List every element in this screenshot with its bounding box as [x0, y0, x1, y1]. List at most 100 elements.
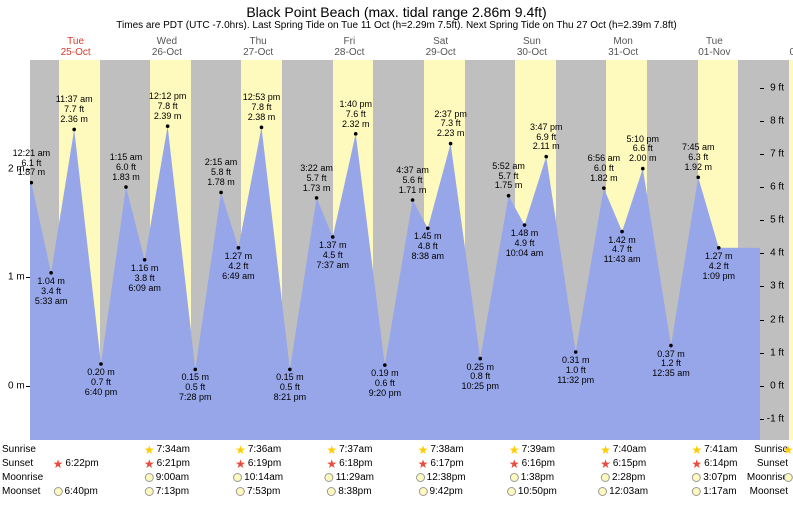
tide-extremum-label: 11:37 am7.7 ft2.36 m [56, 95, 93, 125]
moon-icon [601, 473, 610, 482]
row-label-left: Sunrise [2, 444, 36, 455]
moon-icon [418, 487, 427, 496]
tide-extremum-label: 3:22 am5.7 ft1.73 m [300, 164, 333, 194]
axis-m-label: 1 m [8, 272, 25, 283]
footer-cell: 2:28pm [601, 472, 645, 483]
footer-cell: 10:50pm [507, 486, 557, 497]
tide-extremum-label: 1.48 m4.9 ft10:04 am [506, 229, 544, 259]
axis-ft-label: 5 ft [770, 215, 784, 226]
footer-cell: ★7:42am [783, 444, 793, 455]
date-label: Sat29-Oct [426, 36, 456, 58]
footer-cell: 9:42pm [418, 486, 462, 497]
tide-extremum-label: 0.15 m0.5 ft7:28 pm [179, 373, 212, 403]
sun-icon: ★ [600, 459, 611, 469]
tide-extremum-label: 1:15 am6.0 ft1.83 m [110, 153, 143, 183]
tide-extremum-label: 3:47 pm6.9 ft2.11 m [530, 123, 563, 153]
sun-icon: ★ [235, 445, 246, 455]
tide-extremum-label: 1.45 m4.8 ft8:38 am [412, 232, 445, 262]
axis-ft-label: 0 ft [770, 380, 784, 391]
footer-time: 8:38pm [338, 486, 371, 497]
footer-time: 6:40pm [64, 486, 97, 497]
axis-ft-label: 1 ft [770, 347, 784, 358]
moon-icon [233, 473, 242, 482]
footer-row-sunset: SunsetSunset★6:22pm★6:21pm★6:19pm★6:18pm… [30, 458, 760, 472]
footer-cell: 1:17am [692, 486, 736, 497]
tide-extremum-label: 12:53 pm7.8 ft2.38 m [243, 93, 281, 123]
tide-extremum-label: 1.04 m3.4 ft5:33 am [35, 277, 68, 307]
footer-cell: 10:14am [233, 472, 283, 483]
axis-ft-label: 6 ft [770, 182, 784, 193]
sun-icon: ★ [509, 459, 520, 469]
axis-m-label: 0 m [8, 380, 25, 391]
tide-extremum-label: 0.31 m1.0 ft11:32 pm [557, 356, 594, 386]
footer-cell: ★7:36am [235, 444, 281, 455]
tide-extremum-label: 1.27 m4.2 ft6:49 am [222, 252, 255, 282]
footer-cell: 1:38pm [510, 472, 554, 483]
sun-icon: ★ [144, 459, 155, 469]
footer-cell: ★6:18pm [326, 458, 372, 469]
footer-row-moonrise: MoonriseMoonrise9:00am10:14am11:29am12:3… [30, 472, 760, 486]
footer-time: 7:41am [704, 444, 737, 455]
footer-time: 7:39am [522, 444, 555, 455]
tide-extremum-label: 5:10 pm6.6 ft2.00 m [627, 135, 660, 165]
row-label-left: Sunset [2, 458, 33, 469]
footer-cell: 7:13pm [145, 486, 189, 497]
footer-cell: ★7:37am [326, 444, 372, 455]
footer-cell: ★6:16pm [509, 458, 555, 469]
footer-cell: 11:29am [325, 472, 374, 483]
footer-cell: ★6:21pm [144, 458, 190, 469]
tide-extremum-label: 0.15 m0.5 ft8:21 pm [274, 373, 307, 403]
chart-title: Black Point Beach (max. tidal range 2.86… [0, 0, 793, 20]
tide-extremum-label: 1.37 m4.5 ft7:37 am [316, 241, 349, 271]
date-label: Fri28-Oct [334, 36, 364, 58]
footer-time: 10:14am [244, 472, 283, 483]
sun-icon: ★ [600, 445, 611, 455]
footer-time: 6:14pm [704, 458, 737, 469]
footer-time: 6:16pm [522, 458, 555, 469]
dates-row: Tue25-OctWed26-OctThu27-OctFri28-OctSat2… [30, 36, 760, 60]
footer-time: 9:00am [156, 472, 189, 483]
sun-icon: ★ [235, 459, 246, 469]
moon-icon [692, 473, 701, 482]
sun-icon: ★ [144, 445, 155, 455]
tide-extremum-label: 0.25 m0.8 ft10:25 pm [461, 363, 499, 393]
footer-cell: 9:00am [145, 472, 189, 483]
footer-time: 7:37am [339, 444, 372, 455]
date-label: Wed02-Nov [790, 36, 793, 58]
moon-icon [325, 473, 334, 482]
tide-extremum-label: 5:52 am5.7 ft1.75 m [492, 162, 525, 192]
sun-icon: ★ [418, 445, 429, 455]
moon-icon [783, 473, 792, 482]
sun-icon: ★ [509, 445, 520, 455]
footer-time: 1:38pm [521, 472, 554, 483]
moon-icon [236, 487, 245, 496]
footer-cell: 6:40pm [53, 486, 97, 497]
footer-time: 7:34am [157, 444, 190, 455]
footer-time: 10:50pm [518, 486, 557, 497]
row-label-left: Moonrise [2, 472, 43, 483]
sun-icon: ★ [418, 459, 429, 469]
sun-icon: ★ [326, 459, 337, 469]
moon-icon [145, 487, 154, 496]
footer-time: 2:28pm [612, 472, 645, 483]
footer-time: 1:17am [703, 486, 736, 497]
tide-extremum-label: 2:37 pm7.3 ft2.23 m [434, 110, 467, 140]
chart-subtitle: Times are PDT (UTC -7.0hrs). Last Spring… [0, 20, 793, 33]
footer-row-sunrise: SunriseSunrise★7:34am★7:36am★7:37am★7:38… [30, 444, 760, 458]
footer-time: 6:17pm [430, 458, 463, 469]
footer-time: 6:15pm [613, 458, 646, 469]
footer-cell: 8:38pm [327, 486, 371, 497]
sun-icon: ★ [691, 445, 702, 455]
footer-time: 7:36am [248, 444, 281, 455]
moon-icon [598, 487, 607, 496]
footer-cell: ★6:19pm [235, 458, 281, 469]
moon-icon [692, 487, 701, 496]
tide-extremum-label: 1.27 m4.2 ft1:09 pm [702, 252, 735, 282]
moon-icon [416, 473, 425, 482]
footer-cell: 12:38pm [416, 472, 466, 483]
moon-icon [53, 487, 62, 496]
footer-cell: ★7:34am [144, 444, 190, 455]
sun-icon: ★ [783, 445, 793, 455]
tide-extremum-label: 2:15 am5.8 ft1.78 m [205, 158, 238, 188]
plot-area: 12:21 am6.1 ft1.87 m1.04 m3.4 ft5:33 am1… [30, 60, 760, 440]
